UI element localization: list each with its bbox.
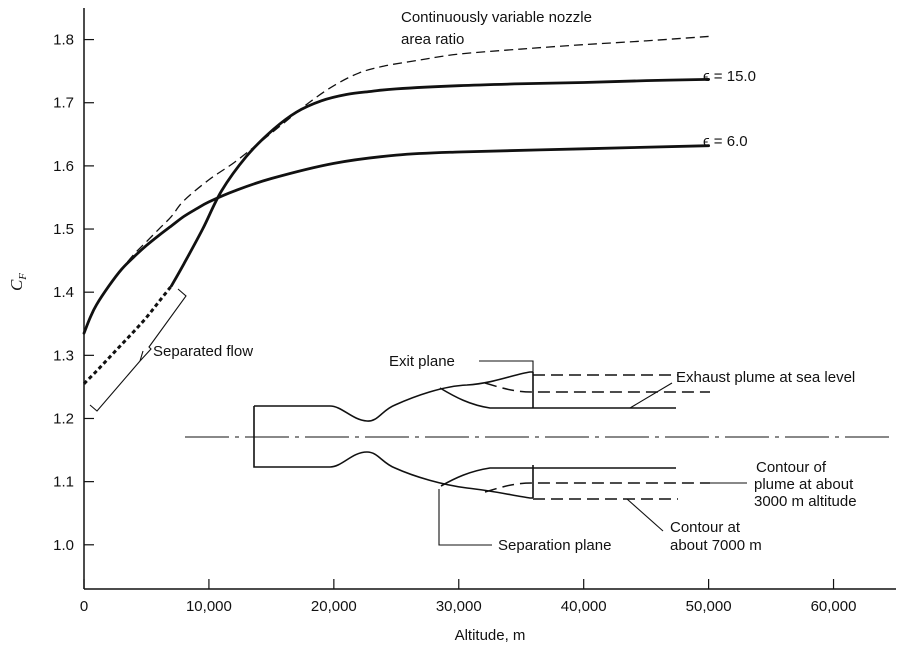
series-line-4 [82,284,173,385]
exhaust-leader [629,382,673,409]
nozzle-lower-wall [253,437,533,499]
series-line-2 [82,144,711,335]
separated-flow-pointer [139,350,144,362]
x-axis-label: Altitude, m [455,627,526,644]
y-tick-label: 1.6 [53,158,74,175]
y-tick-label: 1.1 [53,474,74,491]
exit-plane-leader [479,360,534,372]
tick-layer: 0 10,000 20,000 30,000 40,000 50,000 60,000 1.0… [53,32,856,615]
contour-3000-lower [484,482,710,493]
exit-plane-label: Exit plane [389,353,455,370]
y-tick-label: 1.4 [53,284,74,301]
series-line-1 [170,77,711,288]
contour-3000-label-line3: 3000 m altitude [754,493,857,510]
y-axis-label: CF [7,273,29,291]
y-tick-label: 1.2 [53,410,74,427]
y-tick-label: 1.7 [53,95,74,112]
x-tick-label: 40,000 [561,598,607,615]
exhaust-plume-label: Exhaust plume at sea level [676,369,855,386]
separated-flow-bracket [89,288,187,412]
separated-flow-label: Separated flow [153,343,253,360]
y-axis-label-main: C [7,279,26,291]
contour-3000-label-line2: plume at about [754,476,854,493]
x-tick-label: 0 [80,598,88,615]
contour-3000-upper [484,382,710,393]
contour-3000-label-line1: Contour of [756,459,827,476]
separation-plane-label: Separation plane [498,537,611,554]
contour-7000-leader [626,498,664,532]
series-layer [82,35,711,385]
y-tick-label: 1.0 [53,537,74,554]
contour-7000-label-line1: Contour at [670,519,741,536]
x-tick-label: 10,000 [186,598,232,615]
y-axis-label-subscript: F [17,273,29,281]
x-tick-label: 20,000 [311,598,357,615]
sea-level-plume-upper [439,387,676,409]
contour-7000-label-line2: about 7000 m [670,537,762,554]
variable-ratio-label-line2: area ratio [401,31,464,48]
nozzle-upper-wall [253,371,533,437]
separation-plane-leader [438,489,492,546]
epsilon-6-label: ϵ = 6.0 [703,133,748,150]
x-tick-label: 60,000 [811,598,857,615]
sea-level-plume-lower [440,467,676,487]
x-tick-label: 30,000 [436,598,482,615]
y-tick-label: 1.3 [53,347,74,364]
y-tick-label: 1.8 [53,32,74,49]
nozzle-diagram: Exit plane Exhaust plume at sea level Co… [185,353,895,554]
y-tick-label: 1.5 [53,221,74,238]
series-line-3 [83,35,709,334]
epsilon-15-label: ϵ = 15.0 [703,68,756,85]
x-tick-label: 50,000 [686,598,732,615]
variable-ratio-label-line1: Continuously variable nozzle [401,9,592,26]
